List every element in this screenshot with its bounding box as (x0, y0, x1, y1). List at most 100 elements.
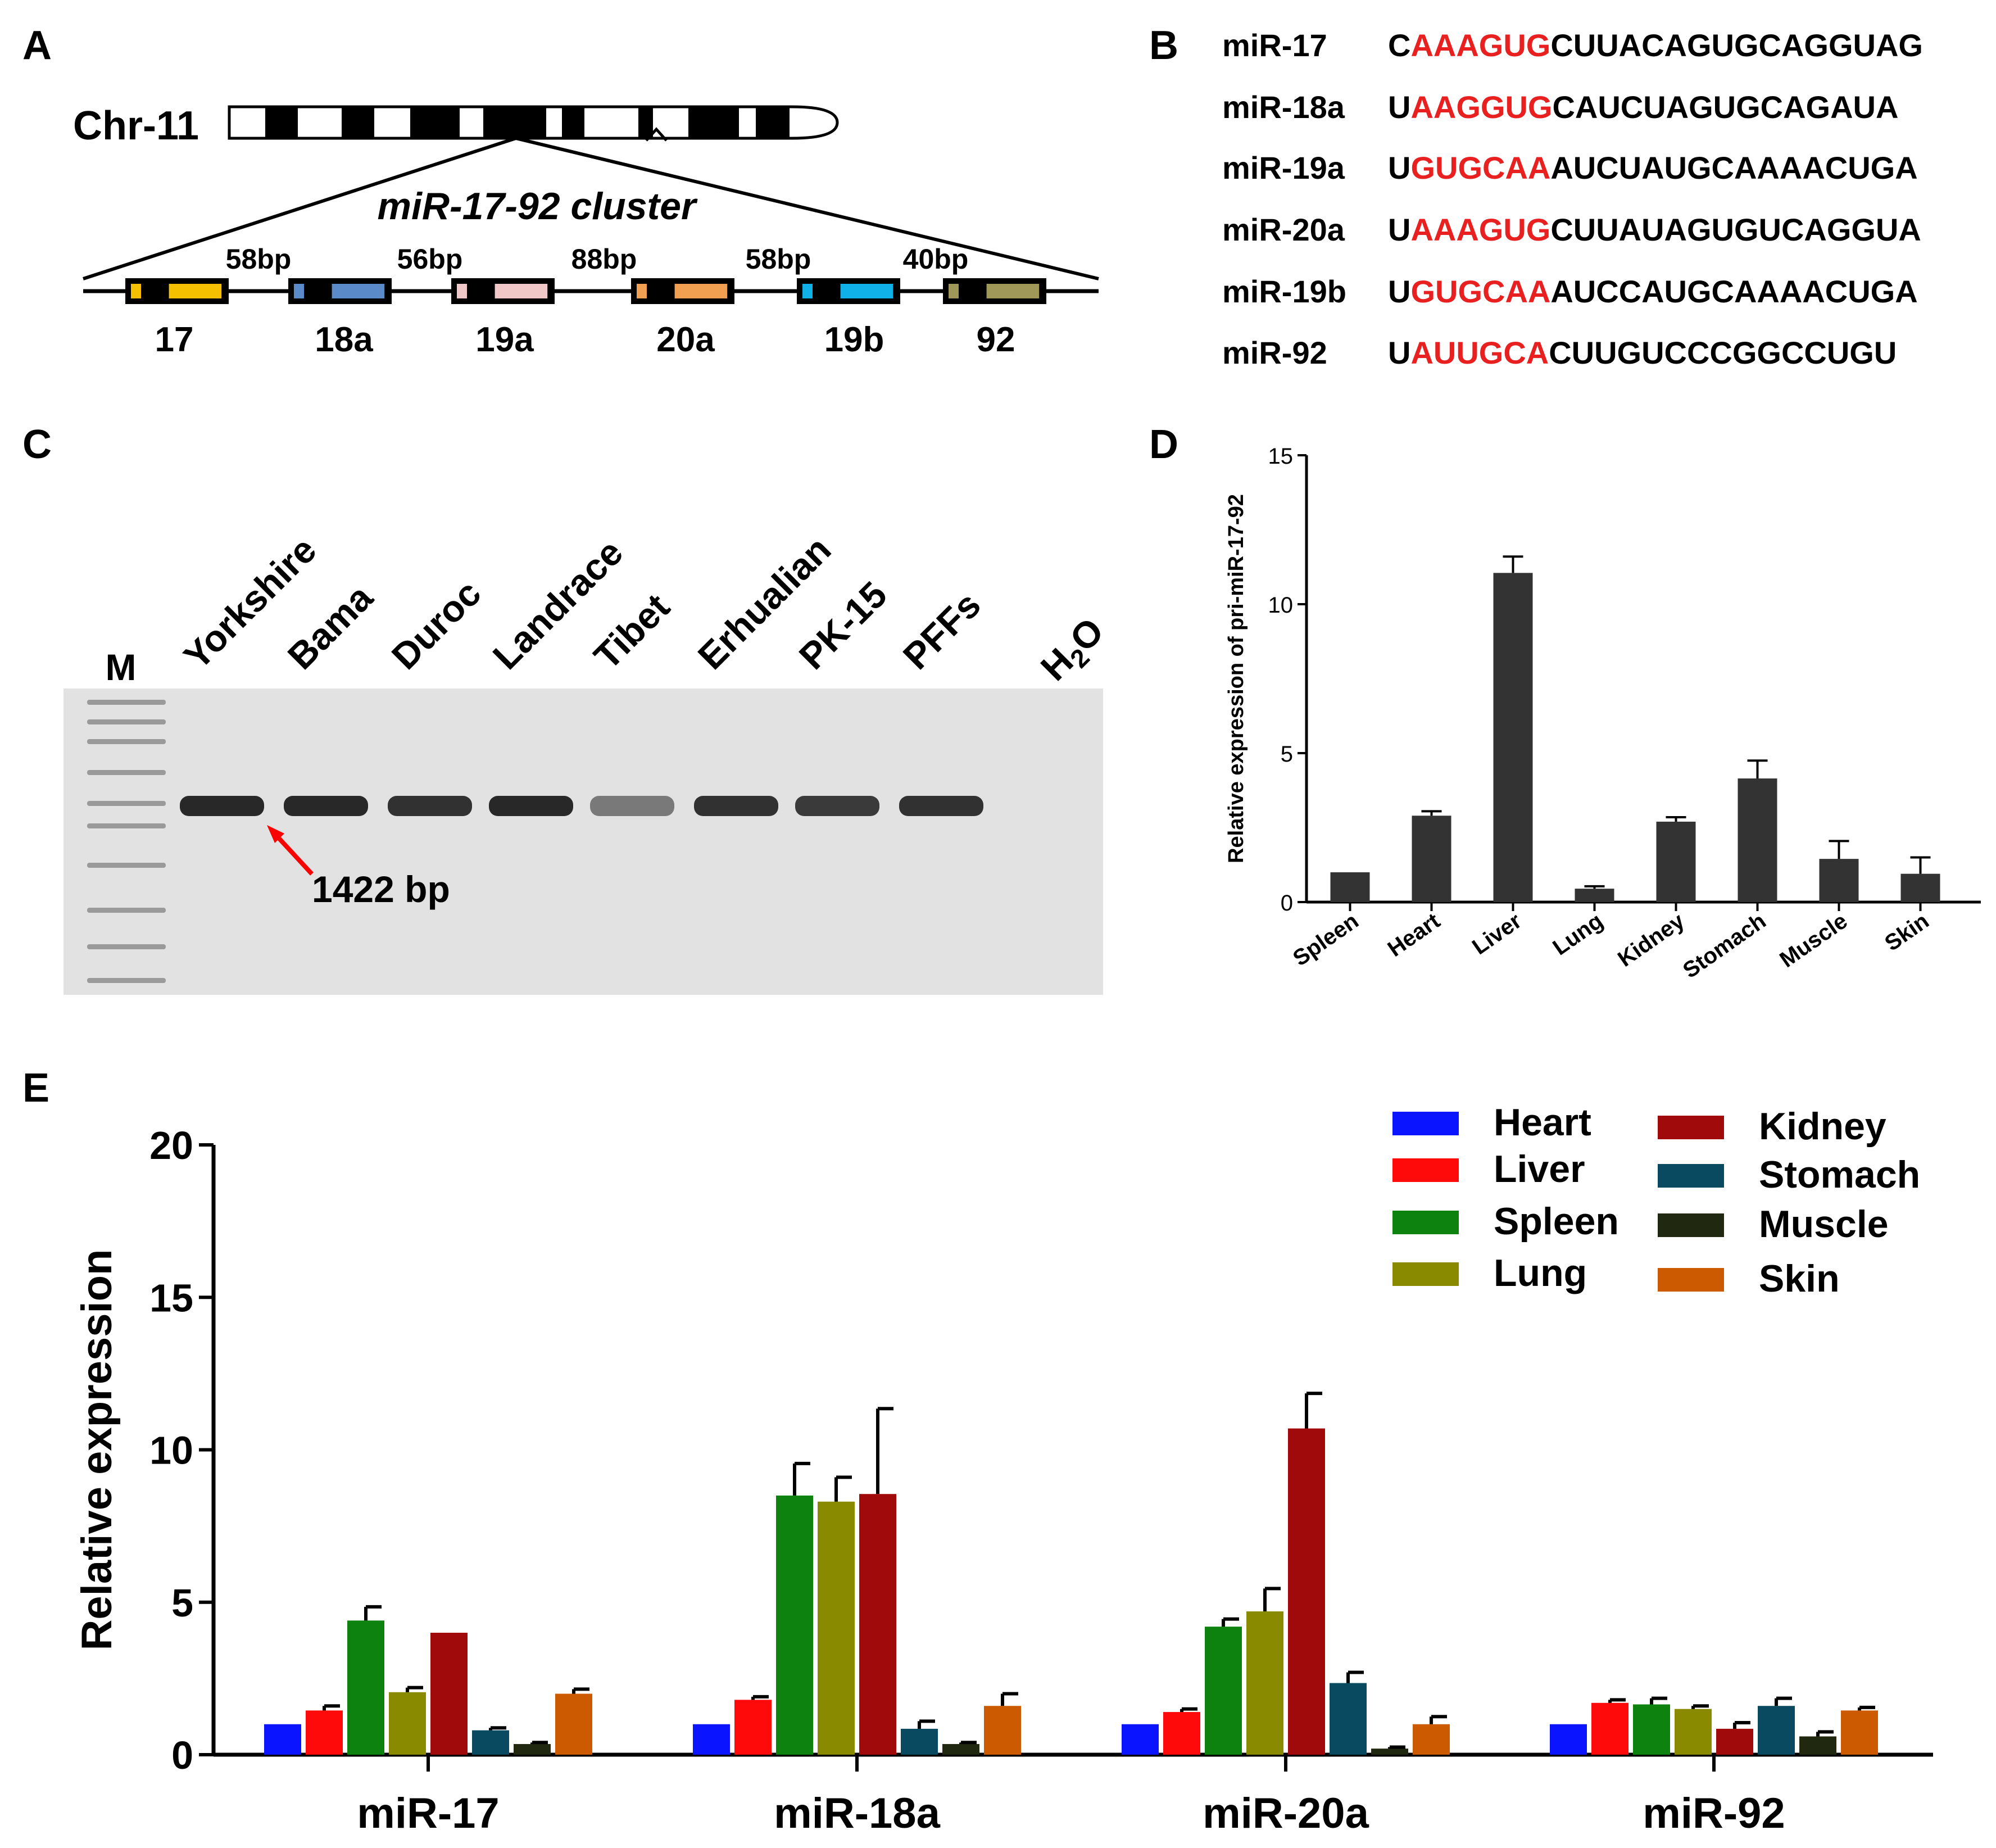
gel-band (284, 796, 368, 816)
lane-label: Duroc (384, 572, 489, 677)
bar-skin-mir-20a (1413, 1724, 1450, 1755)
sequence-name: miR-20a (1222, 212, 1345, 247)
bar-heart (1412, 816, 1451, 902)
x-tick-label: Kidney (1613, 908, 1689, 972)
lane-label: Tibet (586, 586, 678, 677)
gene-seg-b-19a (495, 284, 548, 298)
ladder-band (87, 823, 166, 828)
bar-muscle-mir-92 (1799, 1736, 1836, 1755)
ladder-band (87, 863, 166, 868)
sequence-name: miR-19a (1222, 150, 1345, 185)
sequence: UAAGGUGCAUCUAGUGCAGAUA (1388, 89, 1898, 125)
sequence-prefix: U (1388, 212, 1410, 247)
sequence-prefix: U (1388, 150, 1410, 185)
bar-lung-mir-92 (1675, 1709, 1712, 1755)
sequence-prefix: U (1388, 335, 1410, 370)
sequence-name: miR-18a (1222, 89, 1345, 125)
bar-stomach-mir-92 (1758, 1706, 1795, 1755)
bar-liver (1493, 573, 1533, 902)
x-tick-label: miR-18a (774, 1790, 940, 1837)
legend-label-stomach: Stomach (1759, 1153, 1920, 1196)
panel-a: A Chr-11 miR-17-92 cluster 17 18a 19a 20a 19… (22, 23, 1099, 359)
x-tick-label: Skin (1880, 908, 1933, 956)
bar-skin-mir-17 (555, 1693, 592, 1755)
x-tick-label: Lung (1548, 908, 1607, 960)
gel-band (795, 796, 879, 816)
legend-swatch-liver (1392, 1158, 1459, 1182)
legend-label-muscle: Muscle (1759, 1203, 1889, 1245)
gel-band (590, 796, 674, 816)
bar-stomach (1738, 778, 1777, 902)
gene-seg-a-19a (457, 284, 467, 298)
ladder-band (87, 978, 166, 983)
bar-liver-mir-18a (734, 1700, 772, 1755)
svg-text:H2O: H2O (1033, 609, 1116, 692)
panel-e: E 0 5 10 15 20 Relative expression miR-17 miR-1… (22, 1066, 1933, 1837)
seed-region: GUGCAA (1410, 150, 1550, 185)
bar-spleen-mir-18a (776, 1495, 813, 1755)
sequence: CAAAGUGCUUACAGUGCAGGUAG (1388, 28, 1923, 63)
sequence-prefix: C (1388, 28, 1410, 63)
y-axis-title: Relative expression of pri-miR-17-92 (1224, 494, 1248, 863)
ladder-band (87, 944, 166, 949)
bar-muscle-mir-17 (514, 1744, 551, 1755)
spacer-label: 56bp (397, 243, 463, 275)
bar-spleen (1330, 872, 1370, 902)
y-tick-label: 15 (149, 1276, 193, 1320)
sequence-name: miR-19b (1222, 274, 1346, 309)
gene-seg-a-92 (949, 284, 959, 298)
gene-label-19a: 19a (475, 320, 534, 359)
y-tick-label: 0 (1281, 891, 1293, 916)
gene-seg-a-19b (802, 284, 813, 298)
bar-heart-mir-20a (1122, 1724, 1159, 1755)
x-tick-label: miR-17 (357, 1790, 499, 1837)
sequence-suffix: AUCUAUGCAAAACUGA (1550, 150, 1917, 185)
seed-region: AAGGUG (1410, 89, 1552, 125)
x-tick-label: Heart (1383, 908, 1445, 962)
legend-label-lung: Lung (1494, 1252, 1587, 1294)
band-arrow-head (267, 825, 284, 843)
bar-spleen-mir-92 (1633, 1704, 1670, 1755)
gene-seg-b-17 (169, 284, 222, 298)
sequence-suffix: AUCCAUGCAAAACUGA (1550, 274, 1917, 309)
panel-label-d: D (1149, 422, 1178, 467)
sequence: UGUGCAAAUCCAUGCAAAACUGA (1388, 274, 1918, 309)
y-tick-label: 5 (1281, 742, 1293, 767)
legend-swatch-kidney (1658, 1116, 1724, 1139)
x-tick-label: Stomach (1679, 908, 1771, 983)
chromosome-label: Chr-11 (73, 103, 199, 148)
legend-label-liver: Liver (1494, 1148, 1585, 1190)
gene-label-92: 92 (977, 320, 1015, 359)
x-tick-label: Spleen (1289, 908, 1363, 971)
x-tick-label: Muscle (1775, 908, 1852, 972)
y-tick-label: 0 (171, 1733, 193, 1777)
sequence-suffix: CUUGUCCCGGCCUGU (1549, 335, 1897, 370)
gel-band (180, 796, 264, 816)
lane-label: Bama (280, 576, 381, 677)
sequence-suffix: CUUACAGUGCAGGUAG (1550, 28, 1923, 63)
seed-region: AUUGCA (1410, 335, 1549, 370)
bar-spleen-mir-20a (1205, 1627, 1242, 1755)
gene-label-18a: 18a (315, 320, 373, 359)
bar-lung-mir-18a (818, 1501, 855, 1755)
y-tick-label: 20 (149, 1124, 193, 1167)
seed-region: AAAGUG (1410, 28, 1550, 63)
bar-kidney-mir-20a (1288, 1428, 1325, 1755)
panel-label-e: E (22, 1066, 49, 1111)
chart-pri-mir-17-92: 0 5 10 15 Relative expression of pri-miR-17-… (1224, 444, 1981, 983)
ladder (87, 700, 166, 983)
bar-kidney-mir-17 (430, 1633, 468, 1755)
sequence-name: miR-17 (1222, 28, 1327, 63)
ladder-band (87, 908, 166, 913)
legend-label-skin: Skin (1759, 1257, 1840, 1300)
ladder-band (87, 700, 166, 705)
panel-label-c: C (22, 422, 52, 467)
seed-region: AAAGUG (1410, 212, 1550, 247)
bar-liver-mir-17 (306, 1710, 343, 1755)
gene-map: 17 18a 19a 20a 19b 92 58bp 56bp 88bp 58bp 40bp (125, 243, 1046, 359)
sequence-suffix: CUUAUAGUGUCAGGUA (1550, 212, 1921, 247)
bar-lung-mir-20a (1246, 1611, 1283, 1755)
